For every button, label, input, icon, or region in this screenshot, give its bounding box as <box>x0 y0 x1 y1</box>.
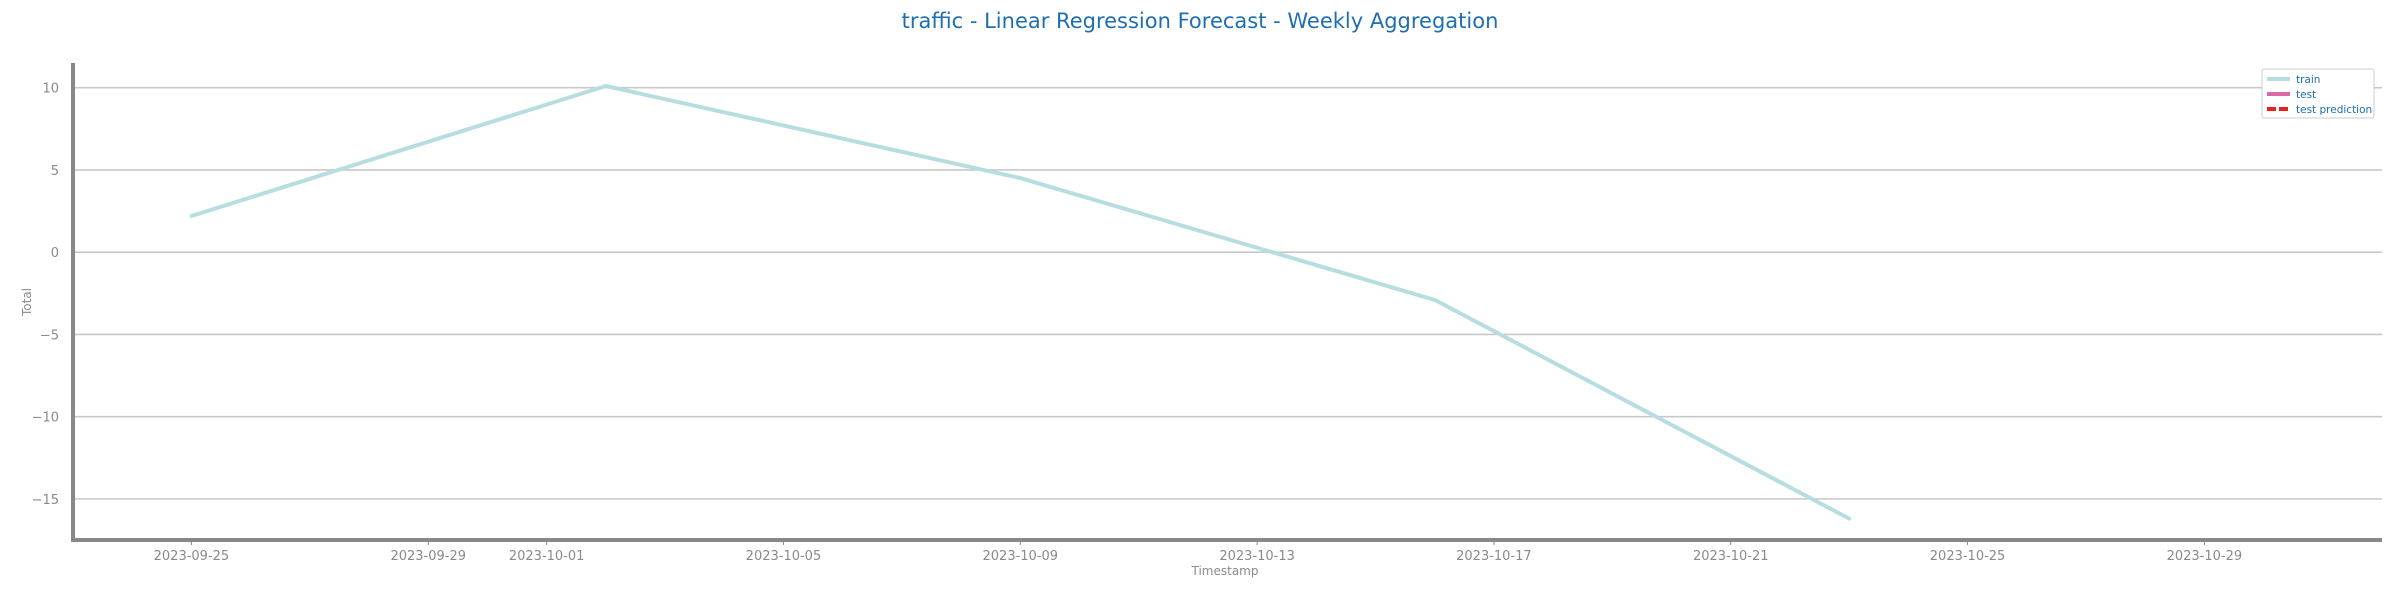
y-tick-label: 0 <box>51 246 59 261</box>
x-tick-label: 2023-10-13 <box>1219 549 1295 564</box>
series-line-train <box>189 84 1852 521</box>
x-axis-label: Timestamp <box>1191 564 1259 578</box>
legend-label-train: train <box>2296 74 2320 86</box>
y-tick-label: −10 <box>32 411 59 426</box>
y-tick-label: −5 <box>40 328 59 343</box>
chart-title: traffic - Linear Regression Forecast - W… <box>902 9 1499 33</box>
x-tick-label: 2023-10-21 <box>1693 549 1769 564</box>
x-tick-label: 2023-10-01 <box>509 549 585 564</box>
x-tick-label: 2023-10-05 <box>746 549 822 564</box>
y-tick-label: −15 <box>32 493 59 508</box>
y-axis-ticks: 10 5 0 −5 −10 −15 <box>32 82 59 508</box>
x-tick-label: 2023-09-29 <box>390 549 466 564</box>
legend-label-test_prediction: test prediction <box>2296 104 2372 116</box>
grid-lines <box>73 86 2382 500</box>
x-axis-ticks: 2023-09-25 2023-09-29 2023-10-01 2023-10-05… <box>154 540 2243 564</box>
legend-box <box>2261 68 2375 119</box>
legend-label-test: test <box>2296 89 2316 101</box>
x-tick-label: 2023-09-25 <box>154 549 230 564</box>
y-tick-label: 5 <box>51 164 59 179</box>
x-tick-label: 2023-10-09 <box>983 549 1059 564</box>
x-tick-label: 2023-10-25 <box>1930 549 2006 564</box>
y-axis-label: Total <box>20 288 34 317</box>
x-tick-label: 2023-10-29 <box>2167 549 2243 564</box>
y-tick-label: 10 <box>42 82 59 97</box>
x-tick-label: 2023-10-17 <box>1456 549 1532 564</box>
series-group <box>189 84 1852 521</box>
legend: train test test prediction <box>2261 68 2375 119</box>
axes <box>71 63 2382 542</box>
